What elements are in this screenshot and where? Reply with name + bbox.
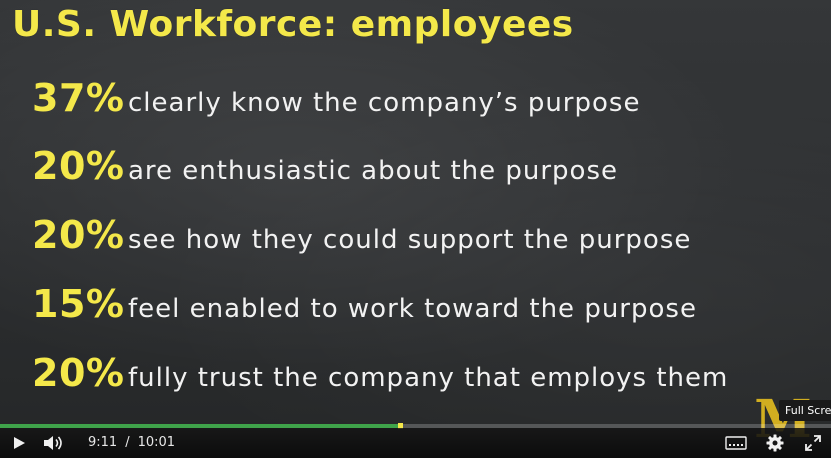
progress-played	[0, 424, 400, 428]
settings-button[interactable]	[762, 428, 788, 458]
gear-icon	[766, 434, 784, 452]
stat-percent: 20%	[32, 213, 125, 257]
progress-bar[interactable]	[0, 423, 831, 429]
time-display: 9:11 / 10:01	[88, 428, 175, 458]
fullscreen-tooltip: Full Scre	[779, 400, 831, 421]
stat-percent: 20%	[32, 144, 125, 188]
video-frame[interactable]: U.S. Workforce: employees 37% clearly kn…	[0, 0, 831, 446]
captions-button[interactable]	[722, 428, 750, 458]
play-button[interactable]	[6, 428, 32, 458]
stat-line: 20% see how they could support the purpo…	[32, 213, 691, 257]
fullscreen-icon	[805, 435, 821, 451]
stat-line: 37% clearly know the company’s purpose	[32, 76, 640, 120]
stat-percent: 20%	[32, 351, 125, 395]
fullscreen-button[interactable]	[800, 428, 826, 458]
stat-text: are enthusiastic about the purpose	[128, 156, 619, 186]
stat-line: 20% are enthusiastic about the purpose	[32, 144, 618, 188]
stat-text: feel enabled to work toward the purpose	[128, 294, 697, 324]
control-bar: 9:11 / 10:01	[0, 428, 831, 458]
chapter-marker	[397, 423, 403, 429]
stat-text: clearly know the company’s purpose	[128, 88, 641, 118]
stat-line: 15% feel enabled to work toward the purp…	[32, 282, 697, 326]
stat-text: see how they could support the purpose	[128, 225, 692, 255]
volume-button[interactable]	[40, 428, 68, 458]
stat-percent: 37%	[32, 76, 125, 120]
play-icon	[14, 437, 25, 449]
stat-text: fully trust the company that employs the…	[128, 363, 729, 393]
current-time: 9:11	[88, 435, 118, 450]
time-separator: /	[125, 435, 130, 450]
captions-icon	[725, 436, 747, 450]
stat-line: 20% fully trust the company that employs…	[32, 351, 728, 395]
slide-title: U.S. Workforce: employees	[12, 4, 574, 45]
duration: 10:01	[137, 435, 176, 450]
volume-icon	[44, 436, 62, 450]
stat-percent: 15%	[32, 282, 125, 326]
